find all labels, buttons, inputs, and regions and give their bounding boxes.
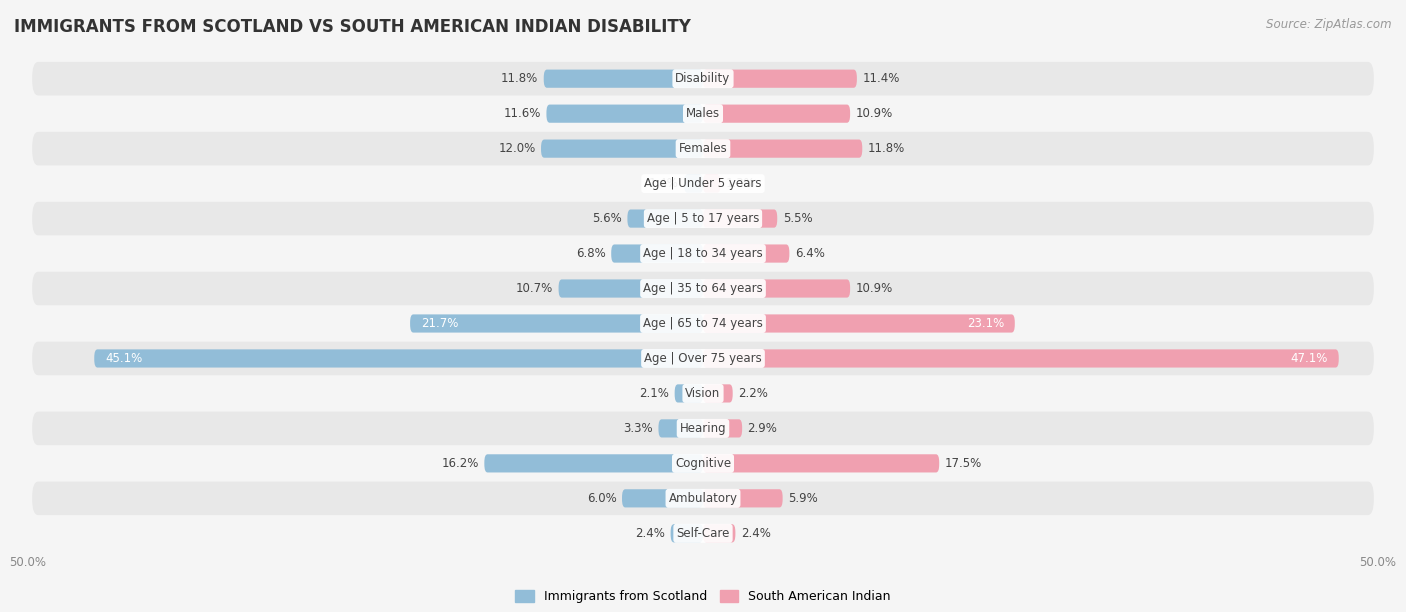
FancyBboxPatch shape [558, 280, 703, 297]
FancyBboxPatch shape [703, 489, 783, 507]
FancyBboxPatch shape [411, 315, 703, 332]
FancyBboxPatch shape [541, 140, 703, 158]
Text: 47.1%: 47.1% [1291, 352, 1327, 365]
Text: Cognitive: Cognitive [675, 457, 731, 470]
FancyBboxPatch shape [703, 384, 733, 403]
FancyBboxPatch shape [32, 376, 1374, 410]
FancyBboxPatch shape [703, 244, 789, 263]
FancyBboxPatch shape [703, 105, 851, 123]
FancyBboxPatch shape [612, 244, 703, 263]
FancyBboxPatch shape [703, 349, 1339, 368]
FancyBboxPatch shape [32, 482, 1374, 515]
Text: 12.0%: 12.0% [498, 142, 536, 155]
Legend: Immigrants from Scotland, South American Indian: Immigrants from Scotland, South American… [510, 585, 896, 608]
FancyBboxPatch shape [94, 349, 703, 368]
FancyBboxPatch shape [627, 209, 703, 228]
Text: 2.9%: 2.9% [748, 422, 778, 435]
FancyBboxPatch shape [703, 454, 939, 472]
FancyBboxPatch shape [703, 524, 735, 542]
Text: Age | Over 75 years: Age | Over 75 years [644, 352, 762, 365]
FancyBboxPatch shape [703, 70, 856, 88]
FancyBboxPatch shape [658, 419, 703, 438]
Text: Self-Care: Self-Care [676, 527, 730, 540]
FancyBboxPatch shape [703, 280, 851, 297]
FancyBboxPatch shape [32, 447, 1374, 480]
Text: Age | Under 5 years: Age | Under 5 years [644, 177, 762, 190]
Text: Age | 18 to 34 years: Age | 18 to 34 years [643, 247, 763, 260]
Text: 6.8%: 6.8% [576, 247, 606, 260]
Text: 1.3%: 1.3% [725, 177, 755, 190]
FancyBboxPatch shape [703, 315, 1015, 332]
Text: Disability: Disability [675, 72, 731, 85]
FancyBboxPatch shape [32, 167, 1374, 200]
Text: 3.3%: 3.3% [623, 422, 652, 435]
Text: Ambulatory: Ambulatory [668, 492, 738, 505]
Text: 2.4%: 2.4% [741, 527, 770, 540]
FancyBboxPatch shape [32, 132, 1374, 165]
Text: Source: ZipAtlas.com: Source: ZipAtlas.com [1267, 18, 1392, 31]
FancyBboxPatch shape [703, 209, 778, 228]
FancyBboxPatch shape [703, 419, 742, 438]
Text: 6.4%: 6.4% [794, 247, 825, 260]
Text: 17.5%: 17.5% [945, 457, 981, 470]
Text: 11.8%: 11.8% [501, 72, 538, 85]
Text: 6.0%: 6.0% [586, 492, 617, 505]
FancyBboxPatch shape [32, 237, 1374, 271]
Text: Age | 35 to 64 years: Age | 35 to 64 years [643, 282, 763, 295]
FancyBboxPatch shape [32, 341, 1374, 375]
FancyBboxPatch shape [32, 412, 1374, 445]
Text: 2.4%: 2.4% [636, 527, 665, 540]
FancyBboxPatch shape [547, 105, 703, 123]
FancyBboxPatch shape [32, 307, 1374, 340]
FancyBboxPatch shape [675, 384, 703, 403]
FancyBboxPatch shape [703, 174, 720, 193]
Text: Age | 65 to 74 years: Age | 65 to 74 years [643, 317, 763, 330]
Text: 16.2%: 16.2% [441, 457, 479, 470]
Text: 5.6%: 5.6% [592, 212, 621, 225]
Text: Vision: Vision [685, 387, 721, 400]
Text: 2.2%: 2.2% [738, 387, 768, 400]
Text: 10.9%: 10.9% [855, 107, 893, 120]
FancyBboxPatch shape [685, 174, 703, 193]
Text: Females: Females [679, 142, 727, 155]
Text: 2.1%: 2.1% [640, 387, 669, 400]
Text: 5.5%: 5.5% [783, 212, 813, 225]
Text: 10.9%: 10.9% [855, 282, 893, 295]
FancyBboxPatch shape [32, 202, 1374, 236]
Text: 1.4%: 1.4% [648, 177, 679, 190]
Text: 21.7%: 21.7% [420, 317, 458, 330]
Text: Age | 5 to 17 years: Age | 5 to 17 years [647, 212, 759, 225]
Text: 45.1%: 45.1% [105, 352, 142, 365]
Text: 5.9%: 5.9% [787, 492, 818, 505]
FancyBboxPatch shape [32, 97, 1374, 130]
Text: 11.4%: 11.4% [862, 72, 900, 85]
FancyBboxPatch shape [32, 517, 1374, 550]
FancyBboxPatch shape [544, 70, 703, 88]
FancyBboxPatch shape [32, 62, 1374, 95]
FancyBboxPatch shape [484, 454, 703, 472]
Text: 11.8%: 11.8% [868, 142, 905, 155]
FancyBboxPatch shape [703, 140, 862, 158]
FancyBboxPatch shape [32, 272, 1374, 305]
Text: Hearing: Hearing [679, 422, 727, 435]
Text: 10.7%: 10.7% [516, 282, 553, 295]
Text: IMMIGRANTS FROM SCOTLAND VS SOUTH AMERICAN INDIAN DISABILITY: IMMIGRANTS FROM SCOTLAND VS SOUTH AMERIC… [14, 18, 690, 36]
Text: 23.1%: 23.1% [967, 317, 1004, 330]
FancyBboxPatch shape [621, 489, 703, 507]
Text: 11.6%: 11.6% [503, 107, 541, 120]
FancyBboxPatch shape [671, 524, 703, 542]
Text: Males: Males [686, 107, 720, 120]
